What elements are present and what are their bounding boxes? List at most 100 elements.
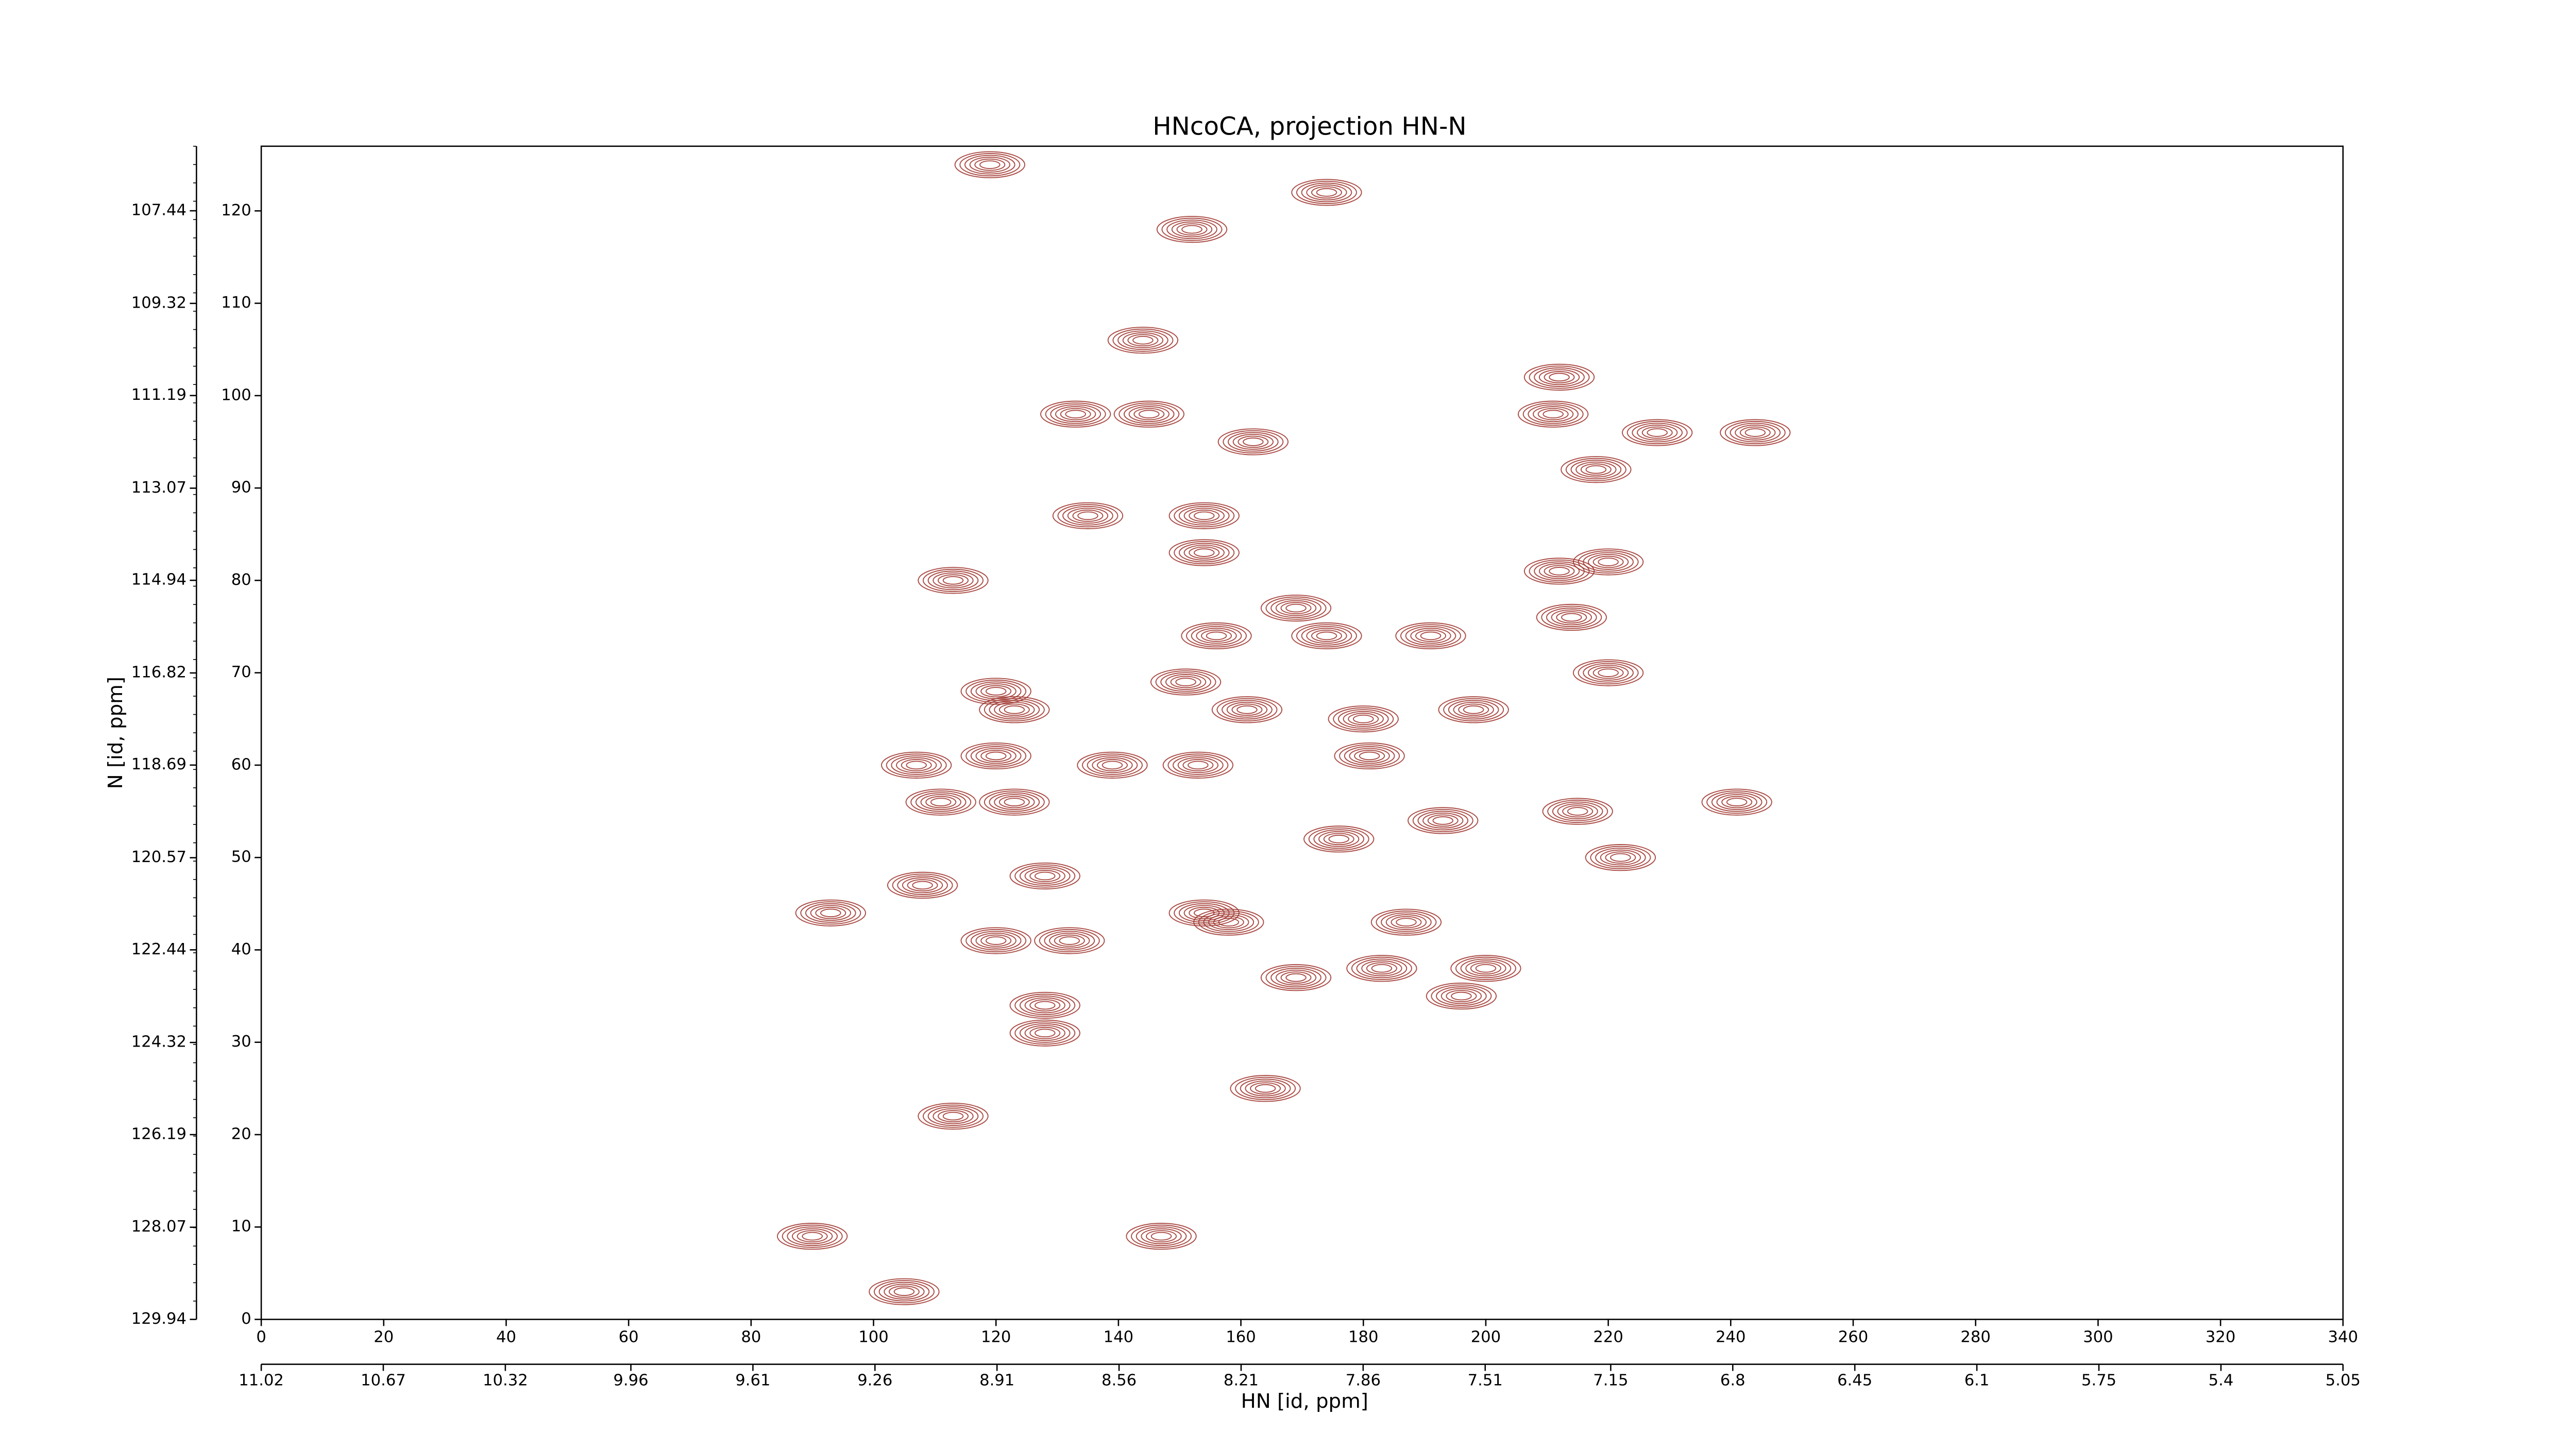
- contour-level: [1213, 916, 1244, 929]
- contour-level: [1726, 798, 1748, 806]
- x2-tick-label: 8.21: [1224, 1371, 1259, 1389]
- x2-tick-label: 7.51: [1468, 1371, 1503, 1389]
- y2-tick-label: 118.69: [131, 755, 187, 773]
- contour-level: [1024, 1025, 1065, 1041]
- contour-level: [1181, 225, 1202, 234]
- y-tick-label: 90: [231, 479, 251, 497]
- contour-level: [873, 1280, 935, 1304]
- contour-level: [1370, 908, 1442, 936]
- contour-level: [1536, 603, 1607, 631]
- contour-level: [1243, 437, 1264, 446]
- contour-level: [1532, 406, 1574, 423]
- x2-tick-label: 5.4: [2208, 1371, 2233, 1389]
- x2-tick-label: 8.91: [979, 1371, 1014, 1389]
- contour-level: [930, 798, 952, 806]
- contour-level: [869, 1278, 940, 1305]
- contour-level: [1156, 215, 1228, 243]
- contour-level: [1117, 330, 1168, 350]
- contour-level: [1230, 1075, 1301, 1102]
- contour-level: [969, 157, 1010, 173]
- contour-level: [1446, 990, 1477, 1002]
- peak: [1536, 603, 1607, 631]
- contour-level: [1716, 794, 1757, 811]
- contour-level: [897, 875, 948, 895]
- contour-level: [1529, 365, 1590, 389]
- contour-level: [1123, 404, 1175, 424]
- contour-level: [1216, 698, 1278, 721]
- y-tick-label: 60: [231, 755, 251, 773]
- contour-level: [1610, 853, 1631, 862]
- contour-level: [1583, 663, 1634, 683]
- contour-level: [1161, 217, 1223, 241]
- contour-level: [1193, 908, 1264, 936]
- contour-level: [1260, 594, 1332, 622]
- contour-level: [795, 899, 867, 926]
- contour-level: [802, 1232, 823, 1241]
- contour-level: [1065, 410, 1087, 419]
- x-tick-label: 80: [741, 1328, 761, 1346]
- x2-tick-label: 10.32: [483, 1371, 528, 1389]
- contour-level: [1222, 700, 1273, 720]
- peak: [1701, 788, 1772, 816]
- contour-level: [942, 576, 964, 585]
- contour-level: [1590, 846, 1651, 869]
- contour-level: [980, 750, 1012, 762]
- contour-level: [1133, 408, 1165, 420]
- contour-level: [1534, 367, 1585, 387]
- contour-level: [1087, 755, 1138, 775]
- peak: [1009, 1019, 1080, 1047]
- contour-level: [887, 871, 958, 899]
- contour-level: [1168, 899, 1240, 926]
- contour-level: [1265, 966, 1327, 989]
- contour-level: [1451, 991, 1472, 1001]
- contour-level: [906, 761, 927, 770]
- contour-level: [1538, 563, 1580, 579]
- peak: [1542, 798, 1613, 825]
- contour-level: [1166, 220, 1217, 240]
- contour-level: [1585, 465, 1607, 474]
- contour-level: [1296, 180, 1357, 204]
- contour-level: [782, 1224, 843, 1248]
- y2-tick-label: 126.19: [131, 1125, 187, 1143]
- peak: [1009, 862, 1080, 890]
- contour-level: [1622, 419, 1693, 446]
- y2-tick-label: 107.44: [131, 201, 187, 220]
- x2-tick-label: 7.86: [1346, 1371, 1381, 1389]
- contour-level: [1275, 969, 1317, 986]
- contour-level: [1605, 851, 1636, 864]
- contour-level: [1546, 608, 1597, 628]
- contour-level: [922, 568, 984, 592]
- contour-level: [1395, 622, 1466, 650]
- x-tick-label: 40: [496, 1328, 516, 1346]
- contour-level: [1475, 964, 1497, 973]
- contour-level: [1556, 611, 1587, 624]
- contour-level: [1014, 864, 1076, 888]
- contour-level: [1132, 335, 1154, 345]
- peak: [1572, 659, 1644, 686]
- contour-level: [1632, 423, 1683, 443]
- contour-level: [1443, 698, 1504, 721]
- contour-level: [1318, 831, 1360, 847]
- y-tick-label: 120: [221, 201, 251, 220]
- peak: [1052, 502, 1124, 529]
- contour-level: [1575, 461, 1617, 478]
- contour-level: [1291, 622, 1362, 650]
- contour-level: [998, 796, 1030, 808]
- contour-level: [1352, 714, 1374, 723]
- contour-level: [1587, 554, 1629, 570]
- contour-level: [1072, 509, 1104, 522]
- contour-level: [1019, 1023, 1071, 1043]
- contour-level: [994, 794, 1035, 811]
- contour-level: [1092, 757, 1133, 773]
- contour-level: [1235, 1076, 1296, 1100]
- contour-level: [1417, 811, 1469, 831]
- contour-level: [1578, 661, 1639, 685]
- contour-level: [1131, 1224, 1192, 1248]
- contour-level: [1150, 668, 1222, 696]
- contour-level: [1285, 603, 1307, 613]
- contour-level: [1296, 624, 1357, 648]
- contour-level: [1004, 798, 1025, 806]
- contour-level: [1077, 751, 1148, 779]
- peak: [869, 1278, 940, 1305]
